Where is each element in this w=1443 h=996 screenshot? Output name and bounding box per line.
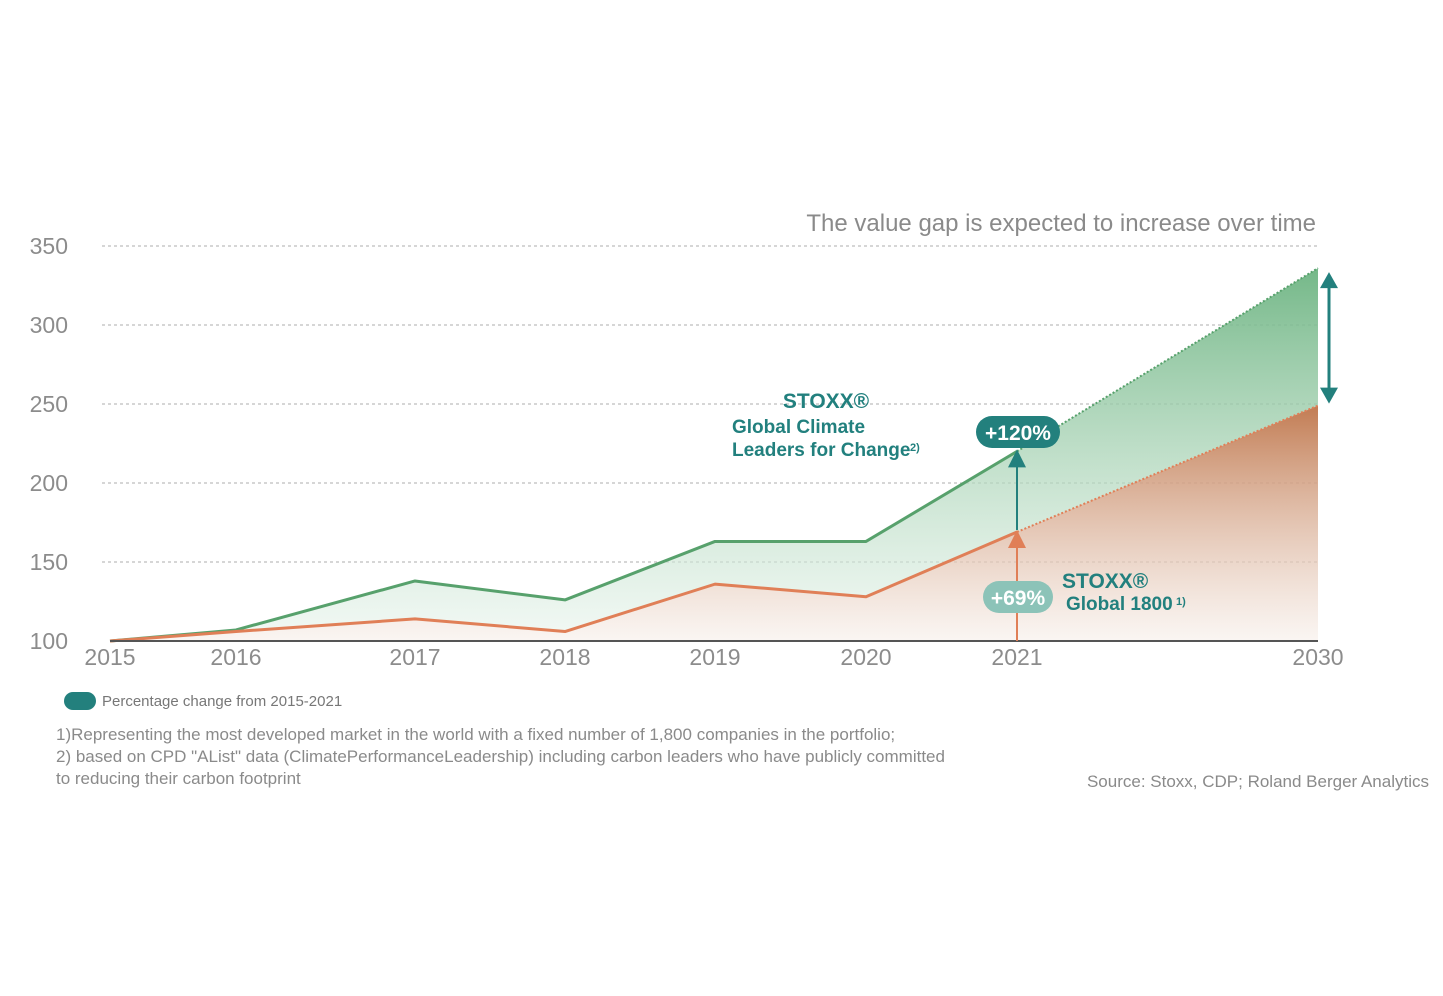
source-note: Source: Stoxx, CDP; Roland Berger Analyt… bbox=[1086, 772, 1429, 791]
value-gap-arrowhead-down bbox=[1320, 387, 1338, 404]
legend-label: Percentage change from 2015-2021 bbox=[102, 692, 343, 710]
series-lines bbox=[109, 267, 1319, 643]
legend-swatch bbox=[64, 692, 96, 710]
legend: Percentage change from 2015-2021 bbox=[64, 692, 342, 710]
value-gap-annotation: The value gap is expected to increase ov… bbox=[806, 210, 1316, 237]
y-tick-label: 200 bbox=[30, 470, 68, 496]
climate-leaders-line bbox=[109, 450, 1018, 643]
y-tick-label: 150 bbox=[30, 549, 68, 575]
annotations: The value gap is expected to increase ov… bbox=[732, 210, 1338, 641]
x-tick-label: 2016 bbox=[210, 644, 261, 670]
global-1800-badge-label: +69% bbox=[991, 587, 1046, 610]
x-tick-label: 2017 bbox=[389, 644, 440, 670]
climate-leaders-series-label: Leaders for Change bbox=[732, 440, 910, 461]
footnote-1: 1)Representing the most developed market… bbox=[56, 725, 896, 744]
outperformance-area bbox=[110, 268, 1318, 641]
global-1800-badge-background bbox=[983, 581, 1053, 613]
y-tick-label: 250 bbox=[30, 391, 68, 417]
climate-leaders-series-label: Global Climate bbox=[732, 417, 865, 438]
x-tick-label: 2015 bbox=[84, 644, 135, 670]
climate-leaders-footnote-ref: 2) bbox=[910, 442, 920, 454]
global-1800-footnote-ref: 1) bbox=[1176, 596, 1186, 608]
global-1800-series-label: Global 1800 bbox=[1066, 594, 1173, 615]
value-gap-arrowhead-up bbox=[1320, 272, 1338, 289]
axes: 100 150 200 250 300 350 2015 2016 2017 2018 2019 20… bbox=[30, 233, 1344, 670]
footnote-3: to reducing their carbon footprint bbox=[56, 769, 301, 788]
x-tick-label: 2019 bbox=[689, 644, 740, 670]
climate-leaders-projection-line bbox=[1016, 267, 1319, 453]
y-tick-label: 350 bbox=[30, 233, 68, 259]
footnote-2: 2) based on CPD "AList" data (ClimatePer… bbox=[56, 747, 945, 766]
climate-leaders-badge-background bbox=[976, 416, 1060, 448]
climate-leaders-badge-label: +120% bbox=[985, 422, 1051, 445]
x-tick-label: 2030 bbox=[1292, 644, 1343, 670]
y-tick-label: 300 bbox=[30, 312, 68, 338]
climate-leaders-series-label: STOXX® bbox=[783, 390, 870, 413]
footnotes: 1)Representing the most developed market… bbox=[56, 724, 1036, 790]
x-tick-label: 2021 bbox=[991, 644, 1042, 670]
global-1800-line bbox=[109, 530, 1018, 643]
climate-leaders-arrowhead bbox=[1008, 449, 1026, 468]
x-tick-label: 2020 bbox=[840, 644, 891, 670]
y-tick-label: 100 bbox=[30, 628, 68, 654]
x-tick-label: 2018 bbox=[539, 644, 590, 670]
global-1800-series-label: STOXX® bbox=[1062, 570, 1149, 593]
global-1800-arrowhead bbox=[1008, 529, 1026, 548]
global-1800-projection-line bbox=[1016, 404, 1319, 533]
